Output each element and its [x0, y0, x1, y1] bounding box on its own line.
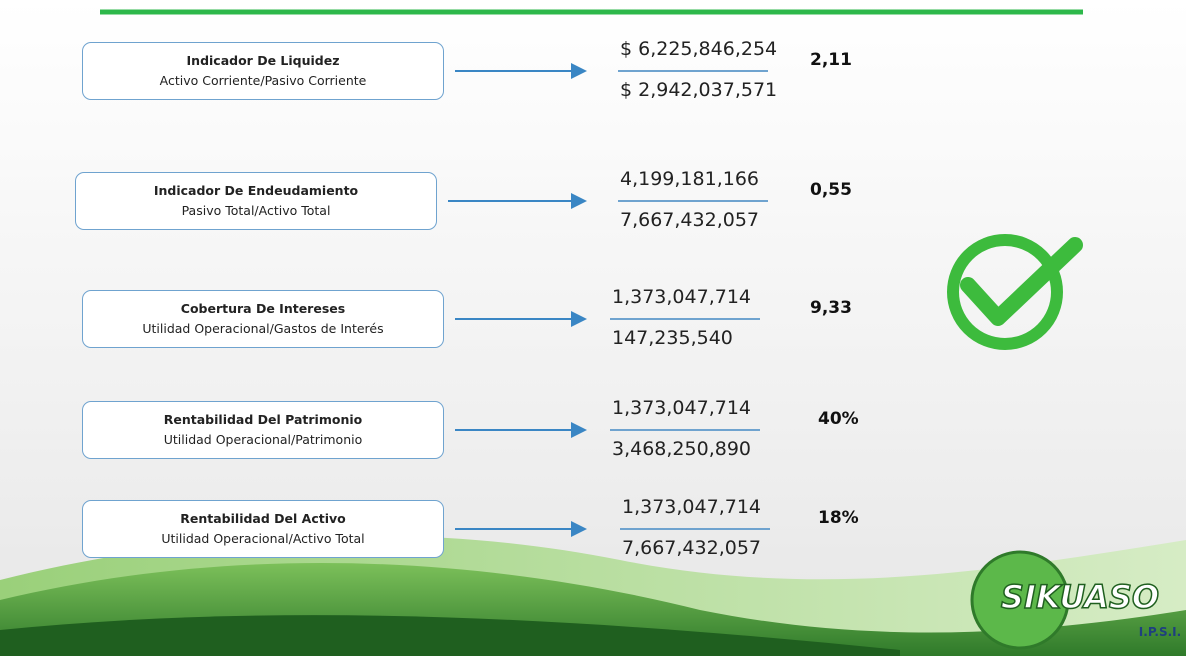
result: 18% — [818, 508, 859, 528]
fraction-line — [610, 318, 760, 320]
indicator-box: Indicador De Liquidez Activo Corriente/Pa… — [82, 42, 444, 100]
indicator-box: Rentabilidad Del Patrimonio Utilidad Oper… — [82, 401, 444, 459]
denominator: 7,667,432,057 — [620, 209, 760, 231]
result: 0,55 — [810, 180, 852, 200]
fraction-line — [618, 70, 768, 72]
denominator: $ 2,942,037,571 — [620, 79, 778, 101]
hill — [0, 615, 900, 656]
result: 9,33 — [810, 298, 852, 318]
numerator: $ 6,225,846,254 — [620, 38, 778, 60]
indicator-box: Rentabilidad Del Activo Utilidad Operacio… — [82, 500, 444, 558]
indicator-formula: Utilidad Operacional/Patrimonio — [163, 432, 363, 447]
denominator: 147,235,540 — [612, 327, 733, 349]
fraction-line — [610, 429, 760, 431]
check-circle — [947, 234, 1063, 350]
check-mark — [960, 237, 1083, 326]
indicator-title: Cobertura De Intereses — [180, 301, 346, 316]
indicator-formula: Pasivo Total/Activo Total — [181, 203, 331, 218]
logo-subtitle: I.P.S.I. — [1139, 625, 1181, 639]
indicator-title: Rentabilidad Del Activo — [180, 511, 346, 526]
indicator-box: Cobertura De Intereses Utilidad Operacion… — [82, 290, 444, 348]
logo-globe — [970, 550, 1070, 650]
indicator-formula: Activo Corriente/Pasivo Corriente — [159, 73, 367, 88]
result: 40% — [818, 409, 859, 429]
indicator-box: Indicador De Endeudamiento Pasivo Total/A… — [75, 172, 437, 230]
indicator-title: Indicador De Liquidez — [186, 53, 340, 68]
indicator-title: Rentabilidad Del Patrimonio — [163, 412, 363, 427]
indicator-formula: Utilidad Operacional/Activo Total — [161, 531, 365, 546]
numerator: 1,373,047,714 — [622, 496, 762, 518]
denominator: 7,667,432,057 — [622, 537, 762, 559]
numerator: 1,373,047,714 — [612, 397, 752, 419]
logo-name: SIKUASO — [1001, 578, 1159, 616]
result: 2,11 — [810, 50, 852, 70]
indicator-title: Indicador De Endeudamiento — [153, 183, 359, 198]
numerator: 1,373,047,714 — [612, 286, 752, 308]
indicator-formula: Utilidad Operacional/Gastos de Interés — [142, 321, 384, 336]
denominator: 3,468,250,890 — [612, 438, 752, 460]
numerator: 4,199,181,166 — [620, 168, 760, 190]
fraction-line — [618, 200, 768, 202]
fraction-line — [620, 528, 770, 530]
